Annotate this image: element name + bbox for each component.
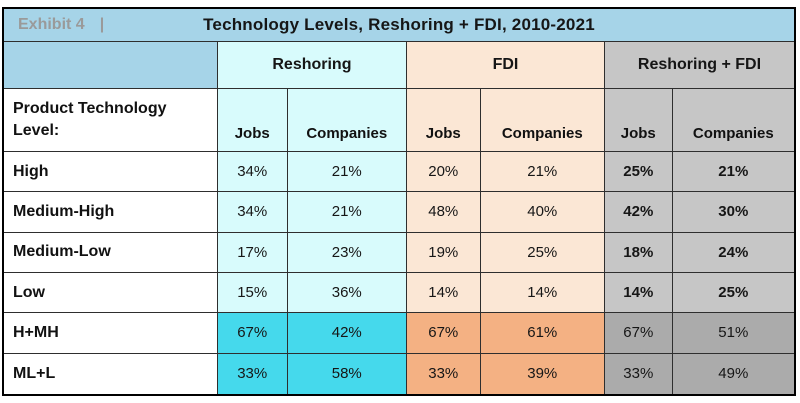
data-cell: 25% [604, 152, 673, 193]
group-header-combined: Reshoring + FDI [604, 42, 794, 89]
data-cell: 33% [217, 353, 288, 394]
data-cell: 14% [406, 272, 481, 314]
row-header-label: Product Technology Level: [13, 100, 167, 139]
group-header-reshoring: Reshoring [217, 42, 407, 89]
subheader-fdi-companies: Companies [480, 89, 605, 152]
subheader-combined-companies: Companies [672, 89, 794, 152]
subheader-reshoring-jobs: Jobs [217, 89, 288, 152]
data-cell: 49% [672, 353, 794, 394]
data-cell: 24% [672, 232, 794, 273]
subheader-fdi-jobs: Jobs [406, 89, 481, 152]
data-cell: 61% [480, 313, 605, 354]
data-cell: 21% [287, 192, 407, 233]
data-cell: 39% [480, 353, 605, 394]
row-header-cell: Product Technology Level: [4, 89, 218, 152]
data-cell: 20% [406, 152, 481, 193]
data-cell: 23% [287, 232, 407, 273]
subheader-combined-jobs: Jobs [604, 89, 673, 152]
row-label: Medium-Low [4, 232, 218, 273]
data-cell: 14% [604, 272, 673, 314]
corner-blank-cell [4, 42, 218, 89]
data-cell: 33% [406, 353, 481, 394]
row-label: ML+L [4, 353, 218, 394]
row-label: Low [4, 272, 218, 314]
exhibit-label: Exhibit 4 [18, 16, 85, 33]
exhibit-table: Exhibit 4 | Technology Levels, Reshoring… [2, 7, 796, 396]
data-cell: 33% [604, 353, 673, 394]
data-cell: 34% [217, 192, 288, 233]
data-cell: 15% [217, 272, 288, 314]
data-cell: 21% [672, 152, 794, 193]
data-cell: 58% [287, 353, 407, 394]
row-label: Medium-High [4, 192, 218, 233]
row-label: H+MH [4, 313, 218, 354]
data-cell: 14% [480, 272, 605, 314]
data-cell: 40% [480, 192, 605, 233]
data-cell: 42% [287, 313, 407, 354]
data-cell: 25% [480, 232, 605, 273]
data-cell: 30% [672, 192, 794, 233]
exhibit-tag: Exhibit 4 | [18, 9, 104, 41]
data-cell: 34% [217, 152, 288, 193]
data-cell: 67% [217, 313, 288, 354]
data-cell: 67% [604, 313, 673, 354]
data-cell: 25% [672, 272, 794, 314]
data-cell: 21% [287, 152, 407, 193]
exhibit-separator: | [99, 16, 105, 33]
data-cell: 18% [604, 232, 673, 273]
subheader-reshoring-companies: Companies [287, 89, 407, 152]
data-cell: 21% [480, 152, 605, 193]
data-cell: 48% [406, 192, 481, 233]
data-cell: 51% [672, 313, 794, 354]
data-cell: 42% [604, 192, 673, 233]
group-header-fdi: FDI [406, 42, 605, 89]
table-title: Technology Levels, Reshoring + FDI, 2010… [203, 15, 595, 34]
data-cell: 67% [406, 313, 481, 354]
row-label: High [4, 152, 218, 193]
title-row: Exhibit 4 | Technology Levels, Reshoring… [4, 9, 794, 42]
data-cell: 36% [287, 272, 407, 314]
data-cell: 19% [406, 232, 481, 273]
data-cell: 17% [217, 232, 288, 273]
